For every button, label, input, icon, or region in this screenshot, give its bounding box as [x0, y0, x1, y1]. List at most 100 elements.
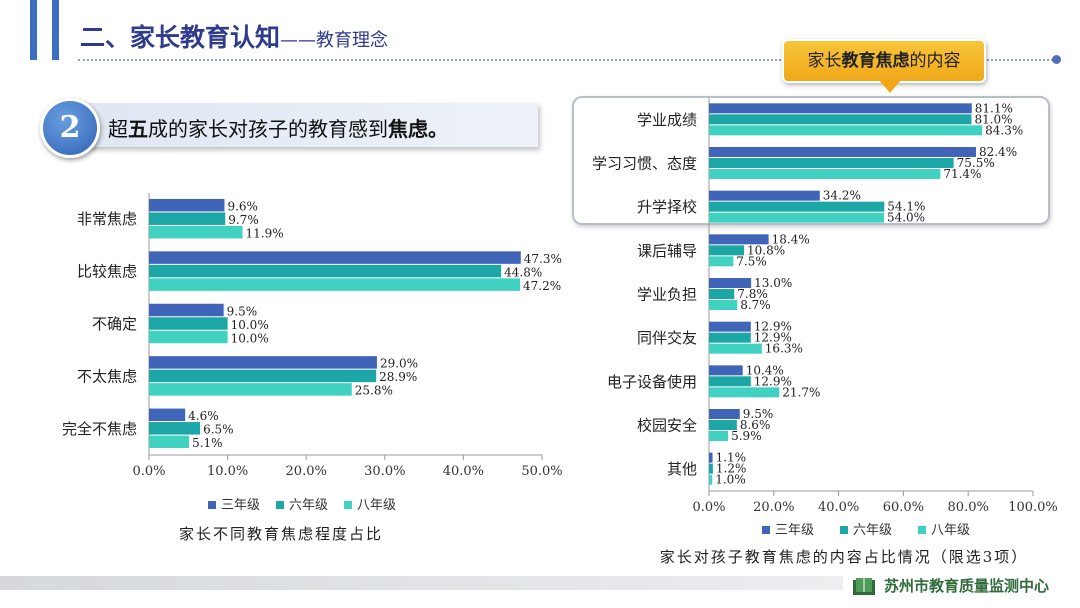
legend-swatch — [344, 501, 352, 509]
category-label: 校园安全 — [637, 417, 697, 435]
data-label: 10.4% — [746, 363, 784, 377]
data-label: 47.3% — [524, 252, 562, 266]
data-label: 7.8% — [737, 287, 768, 301]
category-label: 不太焦虑 — [77, 367, 137, 385]
data-bar — [149, 212, 226, 225]
data-label: 34.2% — [823, 189, 861, 203]
data-bar — [709, 234, 769, 245]
category-label: 非常焦虑 — [77, 210, 137, 228]
legend-label: 三年级 — [221, 498, 260, 513]
x-tick-label: 30.0% — [364, 464, 405, 479]
data-bar — [149, 278, 520, 291]
legend-swatch — [918, 526, 926, 534]
legend-swatch — [762, 526, 770, 534]
data-label: 6.5% — [203, 423, 234, 437]
data-bar — [709, 256, 734, 267]
data-bar — [709, 278, 752, 288]
data-label: 75.5% — [957, 156, 995, 170]
data-label: 10.0% — [231, 318, 269, 332]
data-bar — [149, 303, 224, 317]
legend-label: 八年级 — [357, 498, 396, 513]
data-bar — [149, 264, 502, 278]
data-bar — [709, 463, 713, 474]
data-label: 9.5% — [227, 304, 257, 318]
data-label: 12.9% — [754, 320, 792, 334]
data-label: 1.0% — [715, 473, 746, 487]
data-bar — [709, 147, 976, 157]
x-tick-label: 60.0% — [883, 500, 924, 515]
data-label: 10.0% — [231, 331, 269, 345]
header-divider — [78, 59, 1053, 61]
data-bar — [709, 300, 738, 310]
data-bar — [149, 330, 228, 344]
title-main: 二、家长教育认知 — [80, 23, 281, 52]
x-tick-label: 0.0% — [132, 464, 165, 479]
data-bar — [149, 198, 225, 212]
finding-text-part: 成的家长对孩子的教育感到 — [148, 117, 388, 141]
anxiety-level-chart: 0.0% 10.0% 20.0% 30.0% 40.0% 50.0% 非常焦虑 9.6%9.7… — [62, 193, 563, 543]
data-bar — [149, 369, 377, 383]
chart-caption: 家长对孩子教育焦虑的内容占比情况（限选3项） — [660, 548, 1029, 566]
data-label: 25.8% — [355, 384, 393, 398]
data-label: 8.7% — [740, 298, 771, 312]
data-bar — [149, 251, 521, 264]
data-bar — [709, 125, 983, 136]
data-label: 29.0% — [380, 357, 418, 371]
key-finding-banner — [60, 103, 538, 147]
header-accent-bar — [30, 0, 37, 60]
data-bar — [149, 225, 243, 239]
finding-number-badge: 2 — [40, 98, 100, 158]
data-label: 81.1% — [975, 101, 1013, 115]
data-bar — [709, 114, 972, 125]
footer-logo-text: 苏州市教育质量监测中心 — [884, 577, 1050, 595]
data-label: 1.2% — [716, 462, 747, 476]
data-bar — [709, 245, 744, 256]
data-label: 12.9% — [754, 374, 792, 388]
legend-label: 三年级 — [775, 523, 814, 538]
x-tick-label: 40.0% — [818, 500, 859, 515]
data-bar — [709, 201, 885, 212]
title-sub: ——教育理念 — [280, 30, 389, 51]
data-label: 9.7% — [228, 213, 259, 227]
data-bar — [709, 452, 713, 463]
data-label: 82.4% — [979, 145, 1017, 159]
x-tick-label: 40.0% — [443, 464, 484, 479]
footer-bar — [0, 576, 843, 590]
key-finding-text: 超五成的家长对孩子的教育感到焦虑。 — [108, 113, 448, 142]
data-label: 71.4% — [943, 167, 981, 181]
data-label: 21.7% — [782, 385, 820, 399]
data-label: 4.6% — [188, 409, 219, 423]
data-label: 5.1% — [192, 436, 223, 450]
finding-text-bold: 五 — [128, 117, 148, 141]
data-label: 1.1% — [716, 451, 747, 465]
legend-label: 六年级 — [853, 523, 892, 538]
data-label: 44.8% — [504, 265, 542, 279]
category-label: 学习习惯、态度 — [592, 155, 697, 173]
book-logo-icon — [853, 578, 875, 595]
data-bar — [709, 387, 780, 398]
data-label: 84.3% — [985, 123, 1023, 137]
legend-swatch — [276, 501, 284, 509]
data-label: 28.9% — [379, 370, 417, 384]
data-bar — [709, 365, 743, 376]
callout-text-bold: 教育焦虑 — [841, 51, 910, 71]
legend-label: 六年级 — [289, 498, 328, 513]
data-label: 9.5% — [743, 407, 774, 421]
callout-label: 家长教育焦虑的内容 — [782, 39, 986, 83]
callout-text: 家长 — [807, 51, 842, 71]
category-label: 同伴交友 — [637, 329, 697, 347]
x-tick-label: 100.0% — [1008, 500, 1058, 515]
finding-text-part: 超 — [108, 117, 128, 141]
data-bar — [709, 158, 954, 168]
data-bar — [149, 383, 352, 396]
data-bar — [149, 435, 190, 449]
x-tick-label: 20.0% — [286, 464, 327, 479]
data-bar — [709, 212, 884, 223]
category-label: 不确定 — [92, 315, 137, 333]
data-bar — [149, 408, 186, 422]
finding-text-bold: 焦虑。 — [388, 117, 448, 141]
category-label: 学业成绩 — [637, 111, 697, 129]
top3-highlight-box — [572, 96, 1050, 225]
x-tick-label: 50.0% — [521, 464, 562, 479]
category-label: 课后辅导 — [637, 242, 697, 260]
